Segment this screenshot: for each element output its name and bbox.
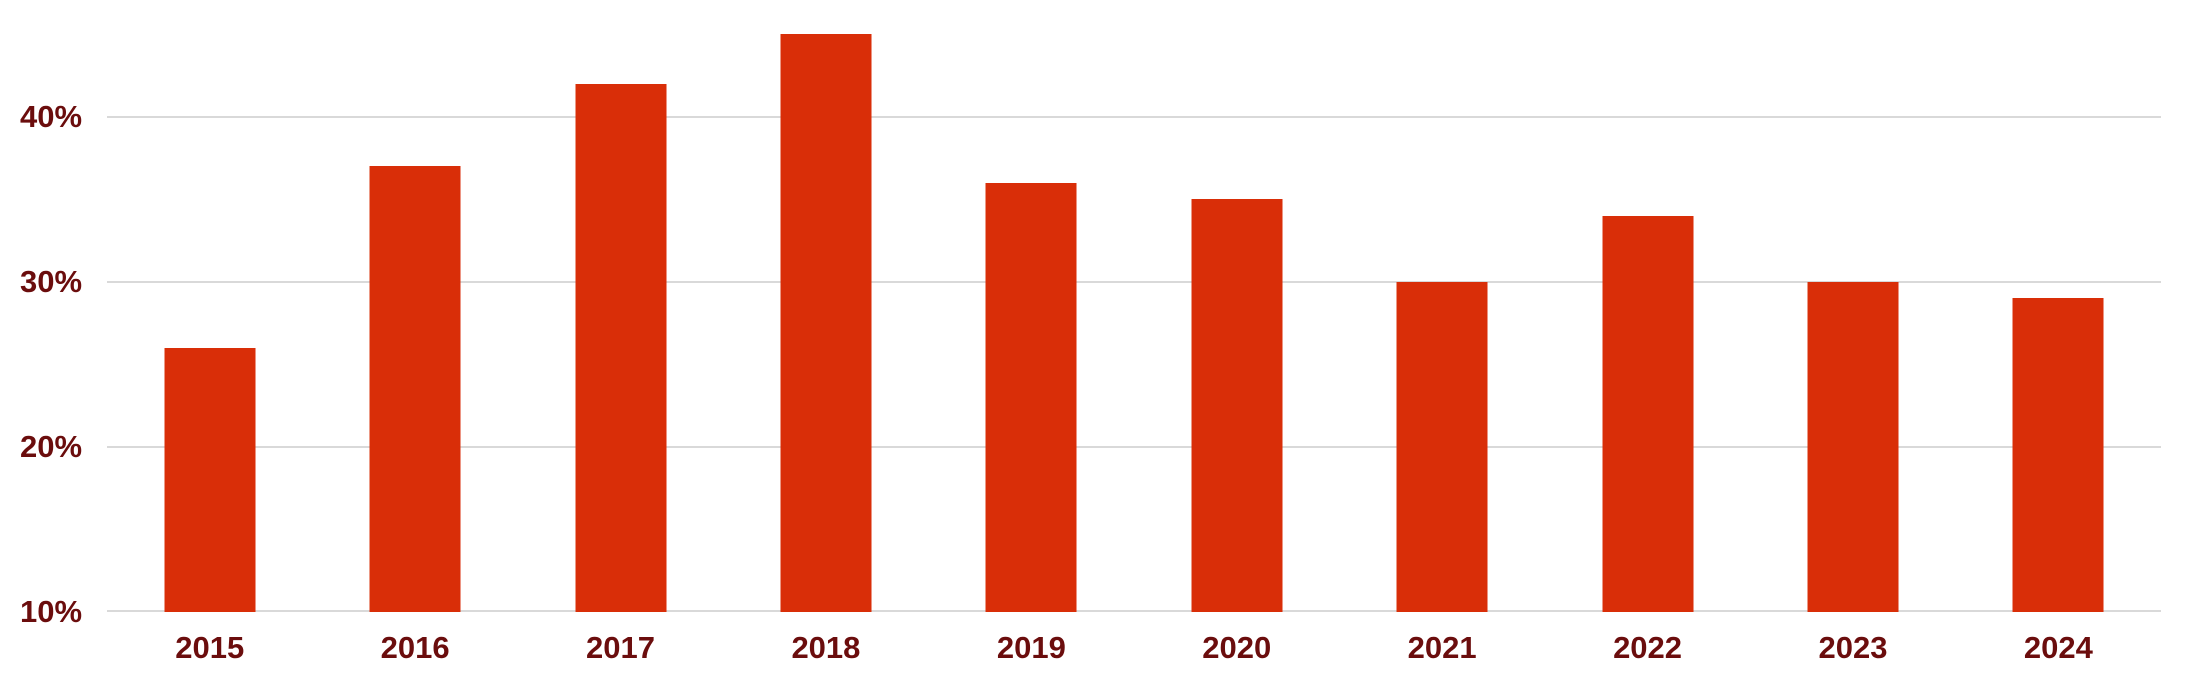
bar-2022[interactable] xyxy=(1602,215,1694,612)
y-axis-tick-label: 20% xyxy=(20,428,83,464)
bar-2017[interactable] xyxy=(575,83,667,612)
bar-2023[interactable] xyxy=(1807,281,1899,612)
bars-layer xyxy=(107,0,2161,612)
bar-cell xyxy=(312,0,517,612)
x-axis-tick-label: 2020 xyxy=(1202,630,1272,665)
bar-cell xyxy=(518,0,723,612)
gridline xyxy=(107,280,2161,283)
x-axis-tick-label: 2017 xyxy=(586,630,655,665)
x-axis-tick-label: 2015 xyxy=(175,630,245,665)
x-axis-tick-label: 2024 xyxy=(2023,630,2093,665)
x-axis-tick-label: 2022 xyxy=(1613,630,1683,665)
y-axis-tick-label: 40% xyxy=(20,98,83,134)
bar-cell xyxy=(107,0,312,612)
x-axis-tick-label: 2016 xyxy=(380,630,450,665)
bar-2018[interactable] xyxy=(780,34,872,612)
bar-cell xyxy=(1339,0,1544,612)
bar-cell xyxy=(1750,0,1955,612)
bar-2016[interactable] xyxy=(369,166,461,612)
bar-2021[interactable] xyxy=(1396,281,1488,612)
bar-cell xyxy=(1956,0,2161,612)
x-axis-tick-label: 2023 xyxy=(1818,630,1888,665)
bar-2024[interactable] xyxy=(2012,298,2104,612)
gridline xyxy=(107,445,2161,448)
bar-cell xyxy=(723,0,928,612)
plot-area xyxy=(107,0,2161,612)
bar-2019[interactable] xyxy=(985,182,1077,612)
x-axis: 2015 2016 2017 2018 2019 2020 2021 2022 2023 2024 xyxy=(107,632,2161,663)
gridline xyxy=(107,115,2161,118)
bar-2015[interactable] xyxy=(164,347,256,612)
bar-2020[interactable] xyxy=(1191,199,1283,612)
gridline xyxy=(107,610,2161,612)
x-axis-tick-label: 2018 xyxy=(791,630,861,665)
gridlines-layer xyxy=(107,0,2161,612)
x-axis-tick-label: 2019 xyxy=(996,630,1066,665)
bar-cell xyxy=(929,0,1134,612)
bar-cell xyxy=(1545,0,1750,612)
y-axis-tick-label: 10% xyxy=(20,594,83,629)
x-axis-tick-label: 2021 xyxy=(1407,630,1477,665)
bar-cell xyxy=(1134,0,1339,612)
y-axis-tick-label: 30% xyxy=(20,263,83,299)
